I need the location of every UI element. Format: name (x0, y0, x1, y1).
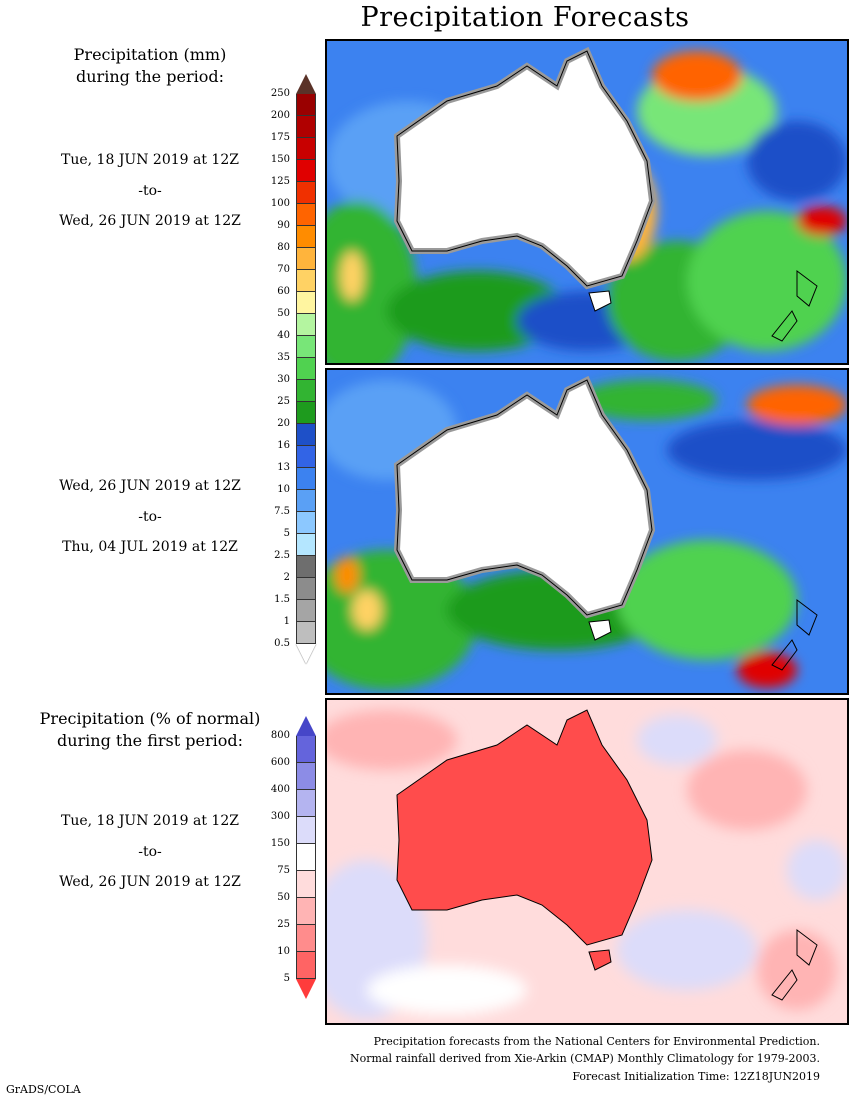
legend-pct-heading-line1: Precipitation (% of normal) (39, 709, 261, 728)
colorbar-segment (296, 600, 316, 622)
legend-pct-heading-line2: during the first period: (56, 731, 244, 750)
colorbar-segment (296, 534, 316, 556)
map-panel-period2 (325, 368, 849, 695)
colorbar-segment (296, 314, 316, 336)
colorbar-tick-label: 2 (283, 572, 290, 583)
credit-label: GrADS/COLA (6, 1083, 81, 1096)
page-title: Precipitation Forecasts (360, 2, 690, 33)
colorbar-tick-label: 13 (277, 462, 290, 473)
colorbar-segment (296, 358, 316, 380)
colorbar-tick-label: 7.5 (274, 506, 290, 517)
colorbar-tick-label: 20 (277, 418, 290, 429)
colorbar-segment (296, 925, 316, 952)
footer-source-line: Precipitation forecasts from the Nationa… (373, 1035, 820, 1048)
colorbar-segment (296, 138, 316, 160)
precip-pct-colorbar (296, 716, 316, 999)
colorbar-tick-label: 2.5 (274, 550, 290, 561)
colorbar-segment (296, 790, 316, 817)
colorbar-segment (296, 898, 316, 925)
precip-mm-legend-heading: Precipitation (mm) during the period: (30, 44, 270, 88)
colorbar-segment (296, 248, 316, 270)
colorbar-tick-label: 150 (270, 838, 290, 849)
period3-end: Wed, 26 JUN 2019 at 12Z (59, 874, 241, 890)
colorbar-tick-label: 5 (283, 973, 290, 984)
colorbar-segment (296, 446, 316, 468)
colorbar-tick-label: 100 (270, 198, 290, 209)
colorbar-tick-label: 175 (270, 132, 290, 143)
period2-end: Thu, 04 JUL 2019 at 12Z (62, 539, 238, 555)
colorbar-segment (296, 512, 316, 534)
colorbar-segment (296, 871, 316, 898)
colorbar-tick-label: 0.5 (274, 638, 290, 649)
colorbar-tick-label: 60 (277, 286, 290, 297)
colorbar-tick-label: 16 (277, 440, 290, 451)
colorbar-tick-label: 50 (277, 308, 290, 319)
colorbar-segment (296, 490, 316, 512)
map-panel-percent-normal (325, 698, 849, 1025)
colorbar-tick-label: 125 (270, 176, 290, 187)
colorbar-segment (296, 116, 316, 138)
period3-start: Tue, 18 JUN 2019 at 12Z (61, 813, 239, 829)
footer-climatology-line: Normal rainfall derived from Xie-Arkin (… (350, 1052, 820, 1065)
colorbar-segment (296, 844, 316, 871)
colorbar-segment (296, 736, 316, 763)
colorbar-tick-label: 400 (270, 784, 290, 795)
period1-to: -to- (138, 183, 162, 199)
colorbar-segment (296, 578, 316, 600)
colorbar-top-arrow (296, 74, 316, 94)
colorbar-tick-label: 50 (277, 892, 290, 903)
colorbar-segment (296, 952, 316, 979)
colorbar-segment (296, 556, 316, 578)
colorbar-tick-label: 150 (270, 154, 290, 165)
footer-init-time: Forecast Initialization Time: 12Z18JUN20… (572, 1070, 820, 1083)
colorbar-tick-label: 600 (270, 757, 290, 768)
colorbar-tick-label: 200 (270, 110, 290, 121)
colorbar-tick-label: 300 (270, 811, 290, 822)
period2-start: Wed, 26 JUN 2019 at 12Z (59, 478, 241, 494)
colorbar-tick-label: 1 (283, 616, 290, 627)
colorbar-segment (296, 336, 316, 358)
colorbar-segment (296, 182, 316, 204)
colorbar-tick-label: 10 (277, 946, 290, 957)
colorbar-top-arrow (296, 716, 316, 736)
colorbar-segment (296, 270, 316, 292)
colorbar-segment (296, 817, 316, 844)
period1-start: Tue, 18 JUN 2019 at 12Z (61, 152, 239, 168)
colorbar-segment (296, 226, 316, 248)
colorbar-segment (296, 468, 316, 490)
colorbar-tick-label: 25 (277, 919, 290, 930)
colorbar-tick-label: 30 (277, 374, 290, 385)
colorbar-tick-label: 80 (277, 242, 290, 253)
precip-mm-colorbar (296, 74, 316, 664)
map-panel-period1 (325, 39, 849, 365)
colorbar-segment (296, 160, 316, 182)
colorbar-segment (296, 763, 316, 790)
colorbar-segment (296, 204, 316, 226)
colorbar-tick-label: 70 (277, 264, 290, 275)
legend-heading-line2: during the period: (76, 67, 224, 86)
colorbar-tick-label: 40 (277, 330, 290, 341)
colorbar-tick-label: 5 (283, 528, 290, 539)
colorbar-bottom-arrow (296, 644, 316, 664)
colorbar-bottom-arrow (296, 979, 316, 999)
colorbar-segment (296, 622, 316, 644)
colorbar-tick-label: 35 (277, 352, 290, 363)
colorbar-segment (296, 402, 316, 424)
period2-to: -to- (138, 509, 162, 525)
colorbar-tick-label: 25 (277, 396, 290, 407)
colorbar-segment (296, 380, 316, 402)
colorbar-tick-label: 90 (277, 220, 290, 231)
period3-to: -to- (138, 844, 162, 860)
period1-end: Wed, 26 JUN 2019 at 12Z (59, 213, 241, 229)
colorbar-segment (296, 292, 316, 314)
colorbar-tick-label: 10 (277, 484, 290, 495)
legend-heading-line1: Precipitation (mm) (73, 45, 227, 64)
colorbar-segment (296, 424, 316, 446)
colorbar-tick-label: 800 (270, 730, 290, 741)
colorbar-segment (296, 94, 316, 116)
colorbar-tick-label: 1.5 (274, 594, 290, 605)
precip-pct-legend-heading: Precipitation (% of normal) during the f… (30, 708, 270, 752)
colorbar-tick-label: 250 (270, 88, 290, 99)
colorbar-tick-label: 75 (277, 865, 290, 876)
